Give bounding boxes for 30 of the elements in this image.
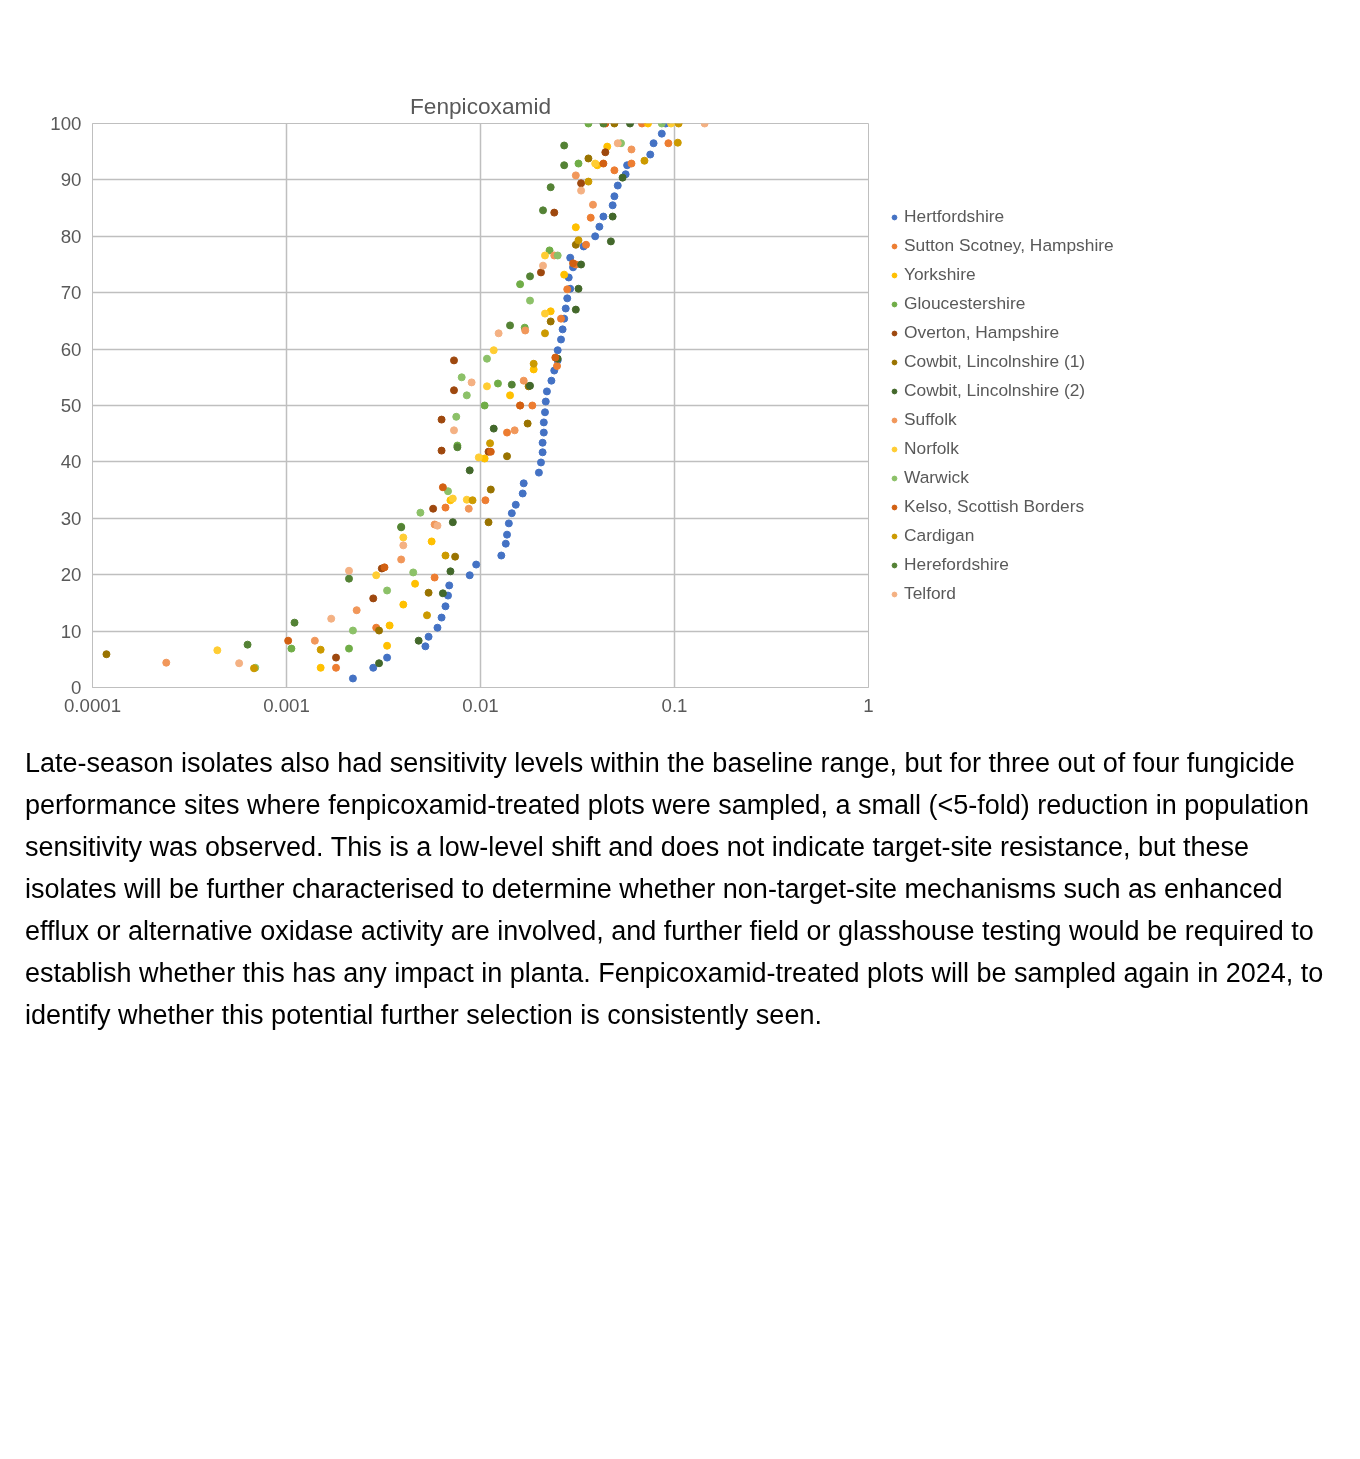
- legend-label: Kelso, Scottish Borders: [904, 496, 1085, 517]
- legend-label: Herefordshire: [904, 554, 1009, 575]
- y-tick-label: 80: [60, 225, 82, 247]
- legend-label: Sutton Scotney, Hampshire: [904, 235, 1114, 256]
- legend-label: Suffolk: [904, 409, 957, 430]
- legend-label: Telford: [904, 583, 957, 604]
- legend-label: Cardigan: [904, 525, 975, 546]
- y-tick-label: 70: [60, 282, 82, 304]
- y-tick-label: 90: [60, 169, 82, 191]
- y-tick-label: 40: [60, 451, 82, 473]
- x-tick-label: 0.01: [462, 694, 499, 716]
- x-tick-label: 0.1: [661, 694, 688, 716]
- legend-label: Overton, Hampshire: [904, 322, 1060, 343]
- y-tick-label: 50: [60, 395, 82, 416]
- legend-label: Gloucestershire: [904, 293, 1026, 314]
- y-tick-label: 100: [50, 113, 82, 134]
- x-tick-label: 1: [863, 694, 874, 716]
- y-tick-label: 20: [60, 564, 82, 586]
- y-tick-label: 30: [60, 507, 82, 529]
- legend-label: Yorkshire: [904, 264, 976, 285]
- legend-label: Cowbit, Lincolnshire (1): [904, 351, 1086, 372]
- text: Late-season isolates also had sensitivity levels within the baseline range, but for three out of four fungicide performance sites where fenpicoxamid-treated plots were sampled, a small (<5-fold) reduction in population sensitivity was observed. This is a low-level shift and does not indicate target-site resistance, but these isolates will be further characterised to determine whether non-target-site mechanisms such as enhanced efflux or alternative oxidase activity are involved, and further field or glasshouse testing would be required to establish whether this has any impact in planta. Fenpicoxamid-treated plots will be sampled again in 2024, to identify whether this potential further selection is consistently seen.: [25, 747, 1325, 1032]
- legend-label: Norfolk: [904, 438, 959, 459]
- y-tick-label: 60: [60, 338, 82, 360]
- legend-label: Warwick: [904, 467, 969, 488]
- chart-title: Fenpicoxamid: [409, 92, 552, 119]
- y-tick-label: 10: [60, 620, 82, 642]
- legend-label: Hertfordshire: [904, 206, 1005, 227]
- x-tick-label: 0.001: [263, 694, 310, 716]
- legend-label: Cowbit, Lincolnshire (2): [904, 380, 1086, 401]
